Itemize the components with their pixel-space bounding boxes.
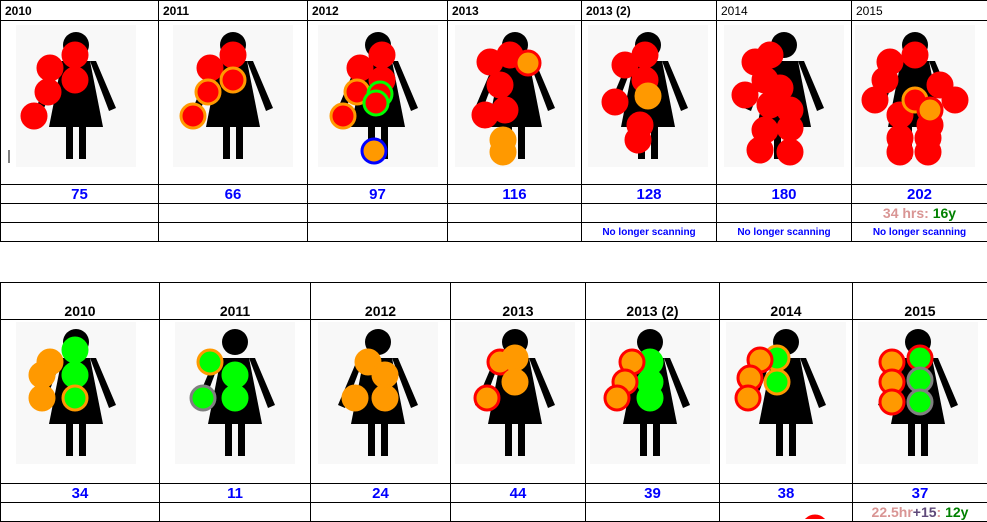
count: 202: [852, 185, 987, 204]
year-header: 2012: [308, 1, 448, 21]
figure-cell: [586, 320, 720, 484]
year-header: 2013 (2): [582, 1, 717, 21]
status-text: No longer scanning: [852, 223, 987, 242]
count: 66: [159, 185, 308, 204]
year-header: 2015: [853, 283, 987, 320]
bottom-table: 2010 2011 2012 2013 2013 (2) 2014 2015 3…: [0, 282, 987, 522]
status-text: No longer scanning: [717, 223, 852, 242]
count: 44: [451, 484, 586, 503]
year-header: 2010: [1, 283, 160, 320]
year-header: 2013: [451, 283, 586, 320]
figure-cell: [1, 320, 160, 484]
year-header: 2011: [159, 1, 308, 21]
figure-cell: [720, 320, 853, 484]
count: 116: [448, 185, 582, 204]
figure-cell: [160, 320, 311, 484]
year-header: 2014: [720, 283, 853, 320]
figure-cell: [159, 21, 308, 185]
count: 180: [717, 185, 852, 204]
year-header: 2010: [1, 1, 159, 21]
count: 75: [1, 185, 159, 204]
year-header: 2014: [717, 1, 852, 21]
count: 39: [586, 484, 720, 503]
figure-cell: [448, 21, 582, 185]
figure-cell: [852, 21, 987, 185]
figure-cell: [308, 21, 448, 185]
count: 128: [582, 185, 717, 204]
figure-cell: [451, 320, 586, 484]
count: 37: [853, 484, 987, 503]
year-header: 2012: [311, 283, 451, 320]
figure-cell: [311, 320, 451, 484]
count: 38: [720, 484, 853, 503]
count: 34: [1, 484, 160, 503]
figure-cell: [853, 320, 987, 484]
year-header: 2011: [160, 283, 311, 320]
figure-cell: [717, 21, 852, 185]
figure-cell: [582, 21, 717, 185]
figure-cell: [1, 21, 159, 185]
status-text: No longer scanning: [582, 223, 717, 242]
year-header: 2013: [448, 1, 582, 21]
count: 97: [308, 185, 448, 204]
top-table: 2010 2011 2012 2013 2013 (2) 2014 2015 7…: [0, 0, 987, 242]
year-header: 2015: [852, 1, 987, 21]
count: 11: [160, 484, 311, 503]
year-header: 2013 (2): [586, 283, 720, 320]
time-note: 34 hrs: 16y: [852, 204, 987, 223]
count: 24: [311, 484, 451, 503]
